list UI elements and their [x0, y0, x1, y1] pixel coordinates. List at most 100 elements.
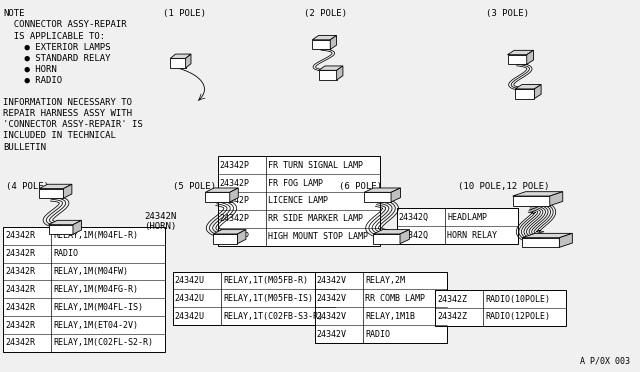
Bar [218, 156, 380, 246]
Polygon shape [513, 192, 563, 196]
Polygon shape [170, 54, 191, 58]
Text: 24342Q: 24342Q [399, 231, 429, 240]
Polygon shape [73, 220, 81, 234]
Text: (2 POLE): (2 POLE) [304, 9, 347, 18]
Polygon shape [508, 55, 527, 64]
Text: (1 POLE): (1 POLE) [163, 9, 206, 18]
Polygon shape [186, 54, 191, 68]
Polygon shape [39, 184, 72, 189]
Text: NOTE
  CONNECTOR ASSY-REPAIR
  IS APPLICABLE TO:
    ● EXTERIOR LAMPS
    ● STAN: NOTE CONNECTOR ASSY-REPAIR IS APPLICABLE… [3, 9, 143, 151]
Polygon shape [319, 66, 343, 70]
Text: 24342P: 24342P [220, 161, 250, 170]
Text: RELAY,1M(M04FW): RELAY,1M(M04FW) [54, 267, 129, 276]
Polygon shape [559, 233, 572, 247]
Text: FR FOG LAMP: FR FOG LAMP [268, 179, 323, 187]
Text: RADIO(12POLE): RADIO(12POLE) [486, 312, 551, 321]
Text: RELAY,1M1B: RELAY,1M1B [365, 312, 415, 321]
Text: HIGH MOUNT STOP LAMP: HIGH MOUNT STOP LAMP [268, 232, 368, 241]
Text: RELAY,1T(M05FB-R): RELAY,1T(M05FB-R) [223, 276, 308, 285]
Polygon shape [337, 66, 343, 80]
Polygon shape [522, 238, 559, 247]
Polygon shape [312, 35, 337, 40]
Text: RELAY,2M: RELAY,2M [365, 276, 406, 285]
Text: FR TURN SIGNAL LAMP: FR TURN SIGNAL LAMP [268, 161, 363, 170]
Text: 24342N
(HORN): 24342N (HORN) [144, 212, 176, 231]
Text: RELAY,1M(C02FL-S2-R): RELAY,1M(C02FL-S2-R) [54, 339, 154, 347]
Text: RELAY,1M(ET04-2V): RELAY,1M(ET04-2V) [54, 321, 139, 330]
Polygon shape [515, 89, 534, 99]
Polygon shape [213, 230, 246, 234]
Text: 24342Z: 24342Z [437, 295, 467, 304]
Text: (6 POLE): (6 POLE) [339, 182, 382, 191]
Text: (4 POLE): (4 POLE) [6, 182, 49, 191]
Text: (3 POLE): (3 POLE) [486, 9, 529, 18]
Text: 24342P: 24342P [220, 214, 250, 223]
Text: RELAY,1T(M05FB-IS): RELAY,1T(M05FB-IS) [223, 294, 314, 303]
Polygon shape [213, 234, 237, 244]
Text: 24342V: 24342V [317, 294, 347, 303]
Text: RR SIDE MARKER LAMP: RR SIDE MARKER LAMP [268, 214, 363, 223]
Bar [173, 272, 335, 325]
Text: 24342R: 24342R [5, 267, 35, 276]
Text: 24342R: 24342R [5, 285, 35, 294]
Bar [3, 227, 165, 352]
Polygon shape [400, 230, 410, 244]
Text: RELAY,1M(M04FL-IS): RELAY,1M(M04FL-IS) [54, 303, 144, 312]
Polygon shape [319, 70, 337, 80]
Polygon shape [170, 58, 186, 68]
Text: 24342P: 24342P [220, 179, 250, 187]
Polygon shape [39, 189, 63, 198]
Text: 24342U: 24342U [175, 294, 205, 303]
Text: RADIO: RADIO [54, 249, 79, 258]
Polygon shape [550, 192, 563, 206]
Bar [435, 290, 566, 326]
Text: 24342R: 24342R [5, 249, 35, 258]
Text: 24342V: 24342V [317, 312, 347, 321]
Polygon shape [312, 40, 330, 49]
Text: RADIO(10POLE): RADIO(10POLE) [486, 295, 551, 304]
Text: RELAY,1T(C02FB-S3-R): RELAY,1T(C02FB-S3-R) [223, 312, 323, 321]
Polygon shape [49, 225, 73, 234]
Text: 24342R: 24342R [5, 321, 35, 330]
Polygon shape [205, 192, 230, 202]
Text: 24342R: 24342R [5, 231, 35, 240]
Polygon shape [373, 230, 410, 234]
Polygon shape [63, 184, 72, 198]
Bar [315, 272, 447, 343]
Text: RELAY,1M(M04FL-R): RELAY,1M(M04FL-R) [54, 231, 139, 240]
Text: 24342R: 24342R [5, 339, 35, 347]
Text: A P/0X 003: A P/0X 003 [580, 356, 630, 365]
Text: 24342V: 24342V [317, 330, 347, 339]
Polygon shape [230, 188, 238, 202]
Text: 24342P: 24342P [220, 196, 250, 205]
Text: HORN RELAY: HORN RELAY [447, 231, 497, 240]
Polygon shape [508, 50, 534, 55]
Text: 24342U: 24342U [175, 312, 205, 321]
Text: 24342R: 24342R [5, 303, 35, 312]
Polygon shape [49, 220, 81, 225]
Text: RADIO: RADIO [365, 330, 390, 339]
Polygon shape [330, 35, 337, 49]
Polygon shape [527, 50, 534, 64]
Polygon shape [391, 188, 401, 202]
Polygon shape [364, 188, 401, 192]
Text: RELAY,1M(M04FG-R): RELAY,1M(M04FG-R) [54, 285, 139, 294]
Text: HEADLAMP: HEADLAMP [447, 213, 488, 222]
Text: (5 POLE): (5 POLE) [173, 182, 216, 191]
Text: 24342Q: 24342Q [399, 213, 429, 222]
Text: 24342U: 24342U [175, 276, 205, 285]
Text: 24342Z: 24342Z [437, 312, 467, 321]
Polygon shape [522, 233, 572, 238]
Polygon shape [373, 234, 400, 244]
Polygon shape [364, 192, 391, 202]
Polygon shape [515, 84, 541, 89]
Polygon shape [513, 196, 550, 206]
Polygon shape [534, 84, 541, 99]
Text: (10 POLE,12 POLE): (10 POLE,12 POLE) [458, 182, 549, 191]
Text: 24342P: 24342P [220, 232, 250, 241]
Text: 24342V: 24342V [317, 276, 347, 285]
Bar [397, 208, 518, 244]
Text: RR COMB LAMP: RR COMB LAMP [365, 294, 426, 303]
Text: LICENCE LAMP: LICENCE LAMP [268, 196, 328, 205]
Polygon shape [237, 230, 246, 244]
